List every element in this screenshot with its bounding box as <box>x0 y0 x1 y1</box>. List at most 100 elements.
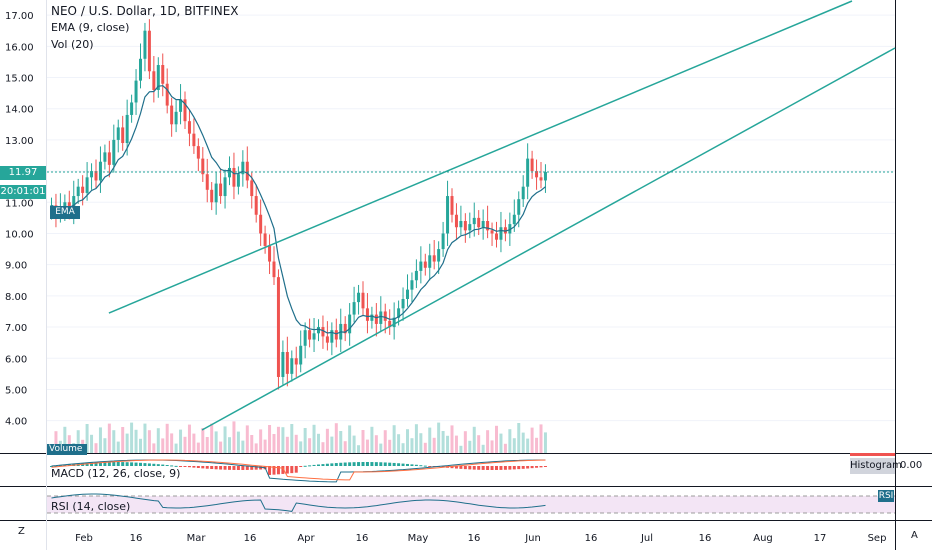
zoom-toggle-button[interactable]: Z <box>18 526 25 537</box>
candle-body <box>250 180 254 197</box>
candle-body <box>76 186 80 197</box>
macd-histogram-bar <box>526 466 530 469</box>
volume-bar <box>259 429 263 453</box>
macd-histogram-bar <box>450 466 454 469</box>
macd-histogram-bar <box>397 463 401 466</box>
rsi-band <box>47 496 895 513</box>
macd-histogram-bar <box>477 466 481 470</box>
candle-body <box>370 314 374 321</box>
macd-histogram-bar <box>147 463 151 466</box>
volume-bar <box>477 435 481 453</box>
volume-bar <box>170 433 174 453</box>
volume-bar <box>103 438 107 453</box>
volume-bar <box>348 425 352 453</box>
candle-body <box>299 345 303 365</box>
volume-legend[interactable]: Vol (20) <box>51 38 94 51</box>
price-tick-label: 6.00 <box>5 354 27 365</box>
macd-legend[interactable]: MACD (12, 26, close, 9) <box>51 467 181 480</box>
volume-bar <box>156 428 160 453</box>
price-tick-label: 14.00 <box>5 105 34 116</box>
macd-histogram-bar <box>343 462 347 466</box>
candle-body <box>437 249 441 262</box>
macd-histogram-bar <box>365 462 369 466</box>
macd-histogram-bar <box>103 462 107 466</box>
candle-body <box>535 171 539 178</box>
volume-bar <box>281 427 285 453</box>
candle-body <box>446 196 450 234</box>
volume-bar <box>517 423 521 453</box>
candle-body <box>201 158 205 175</box>
macd-histogram-bar <box>348 462 352 466</box>
candle-body <box>294 358 298 365</box>
candle-body <box>183 99 187 122</box>
candle-body <box>85 177 89 193</box>
volume-bar <box>312 424 316 453</box>
macd-histogram-bar <box>281 466 285 474</box>
candle-body <box>388 320 392 328</box>
volume-bar <box>107 423 111 453</box>
volume-bar <box>165 423 169 453</box>
volume-bar <box>406 429 409 453</box>
candle-body <box>317 327 320 334</box>
candle-body <box>343 323 347 334</box>
candle-body <box>290 358 294 374</box>
candle-body <box>156 65 160 90</box>
candle-body <box>81 186 85 193</box>
candle-body <box>432 255 436 262</box>
macd-histogram-bar <box>219 466 223 470</box>
volume-bar <box>459 445 463 453</box>
time-tick-label: 16 <box>468 533 481 544</box>
auto-scale-button[interactable]: A <box>911 530 918 541</box>
candle-body <box>397 308 401 318</box>
volume-bar <box>205 437 209 453</box>
macd-histogram-bar <box>205 466 209 469</box>
candle-body <box>263 233 267 246</box>
volume-bar <box>232 421 236 453</box>
macd-histogram-bar <box>486 466 490 470</box>
macd-histogram-bar <box>125 462 129 466</box>
volume-bar <box>486 430 490 453</box>
trendline-upper[interactable] <box>108 0 853 314</box>
macd-histogram-bar <box>183 466 187 467</box>
macd-histogram-bar <box>406 463 409 466</box>
volume-bar <box>352 435 356 453</box>
volume-bar <box>481 444 485 453</box>
candle-body <box>94 171 98 181</box>
macd-histogram-bar <box>241 466 245 470</box>
time-tick-label: Aug <box>753 533 773 544</box>
candle-body <box>196 146 200 159</box>
rsi-legend[interactable]: RSI (14, close) <box>51 500 131 513</box>
volume-bar <box>85 424 89 453</box>
volume-bar <box>219 441 223 453</box>
candle-body <box>503 227 507 234</box>
volume-bar <box>410 438 414 453</box>
trendline-lower[interactable] <box>201 47 896 431</box>
volume-bar <box>428 427 432 453</box>
candle-body <box>379 311 383 324</box>
volume-bar <box>63 426 67 453</box>
candle-body <box>130 102 134 115</box>
time-tick-label: 16 <box>585 533 598 544</box>
macd-histogram-bar <box>161 464 165 466</box>
macd-histogram-bar <box>370 462 374 466</box>
macd-histogram-bar <box>201 466 205 469</box>
candle-body <box>521 186 525 200</box>
volume-bar <box>294 434 298 453</box>
candle-body <box>472 217 476 225</box>
ema-legend[interactable]: EMA (9, close) <box>51 21 130 34</box>
volume-bar <box>125 433 129 453</box>
candle-body <box>441 233 445 250</box>
candle-body <box>236 174 240 187</box>
macd-histogram-bar <box>410 464 414 466</box>
volume-bar <box>250 435 254 453</box>
volume-bar <box>472 426 476 453</box>
symbol-title[interactable]: NEO / U.S. Dollar, 1D, BITFINEX <box>51 4 239 18</box>
time-tick-label: Apr <box>297 533 315 544</box>
candle-body <box>374 314 378 324</box>
candle-body <box>303 330 307 346</box>
macd-histogram-bar <box>530 466 534 469</box>
time-axis-ticks[interactable]: Feb 16 Mar 16 Apr 16 May 16 Jun 16 Jul 16 Aug 17 Sep <box>75 533 886 544</box>
candle-body <box>543 172 547 181</box>
